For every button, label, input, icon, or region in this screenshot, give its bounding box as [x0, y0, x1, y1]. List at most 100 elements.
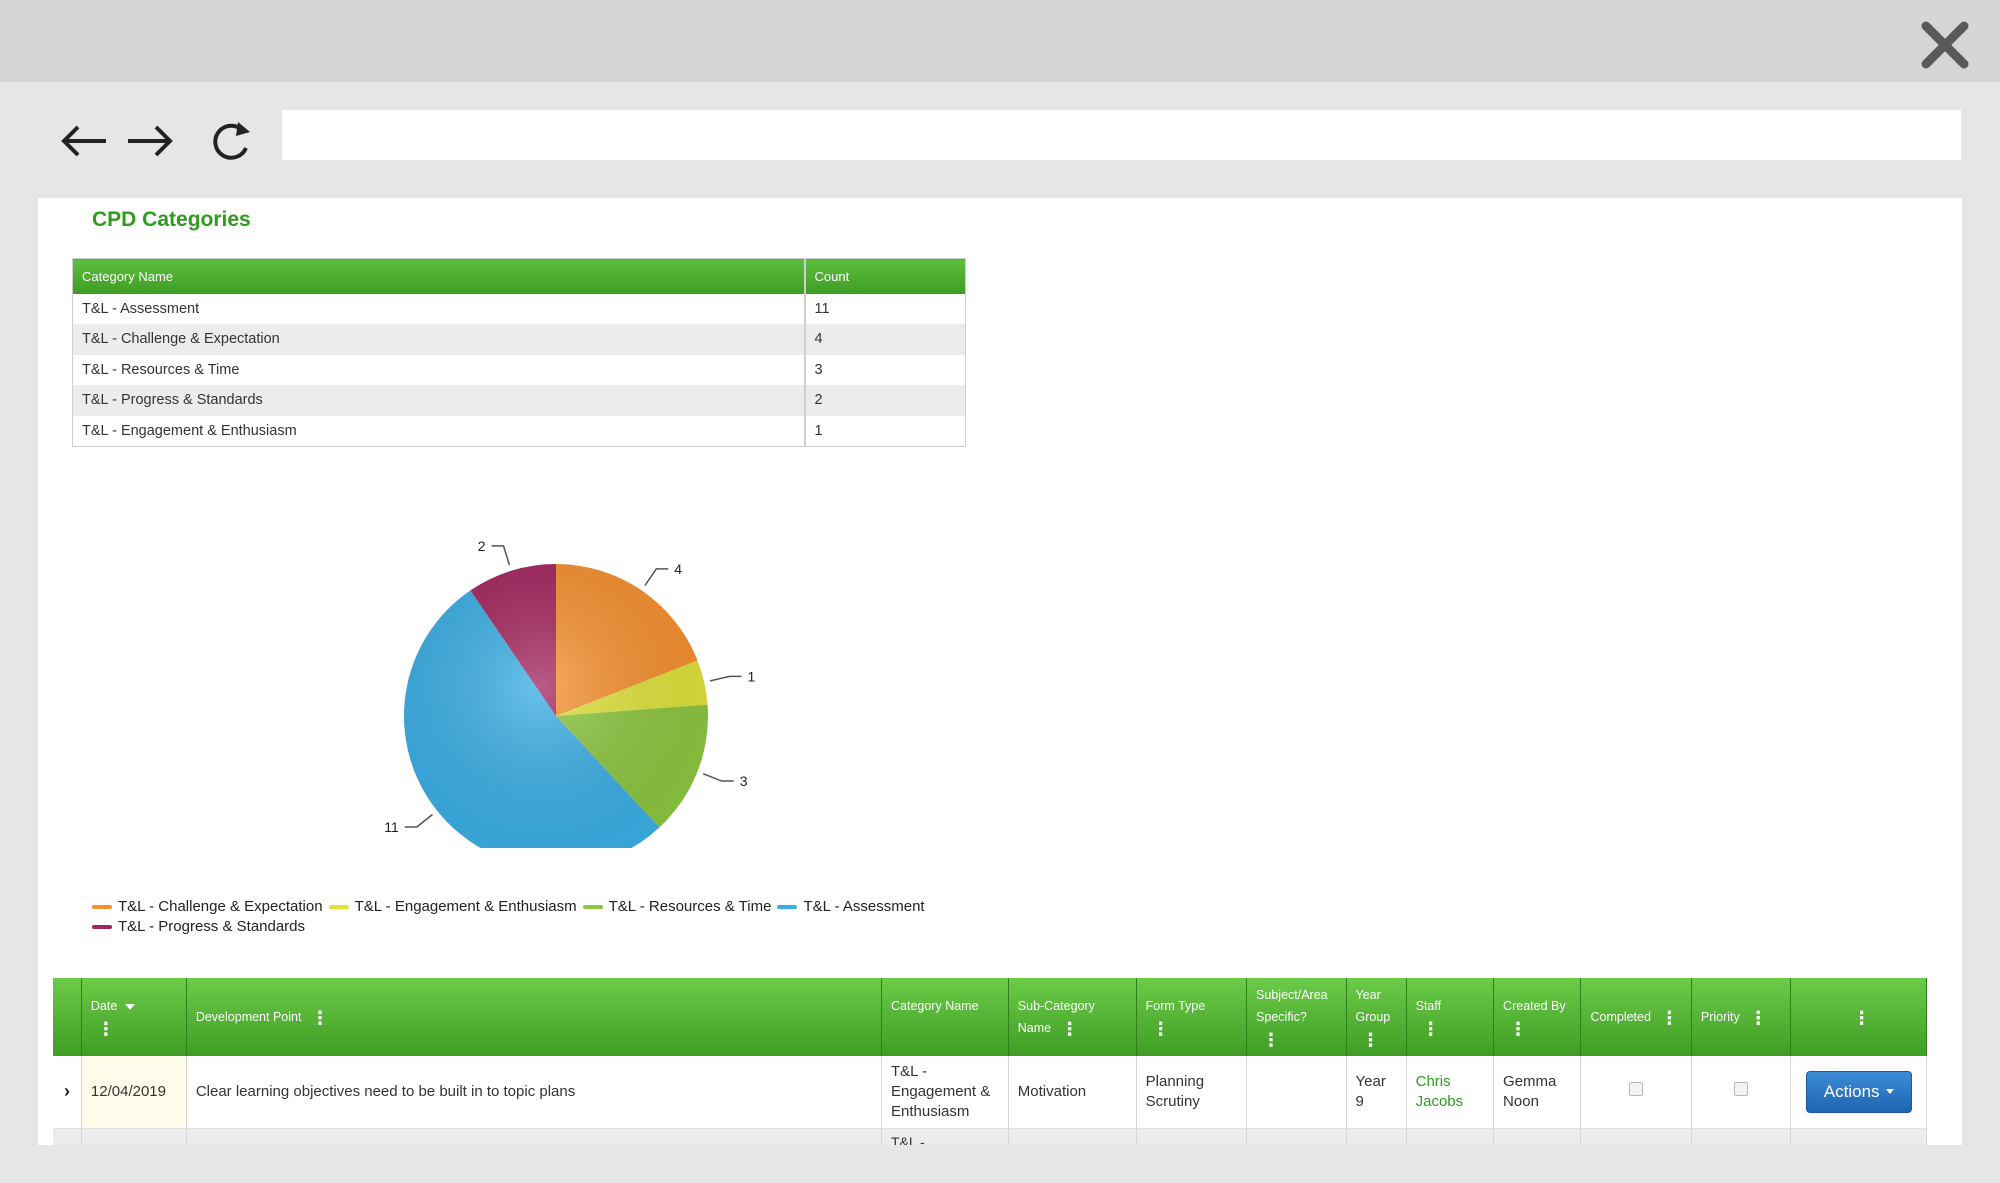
category-name-cell: T&L - — [881, 1128, 1009, 1145]
pie-data-label: 1 — [748, 668, 756, 684]
column-header-label: Form Type — [1145, 999, 1206, 1013]
column-header-label: Development Point — [195, 1010, 302, 1024]
table-row: T&L - Challenge & Expectation 4 — [72, 324, 966, 355]
column-header-development-point[interactable]: Development Point ⋮ — [186, 978, 883, 1056]
legend-label: T&L - Resources & Time — [608, 898, 772, 915]
legend-label: T&L - Engagement & Enthusiasm — [354, 898, 577, 915]
column-header-date[interactable]: Date ⋮ — [81, 978, 187, 1056]
column-menu-icon[interactable]: ⋮ — [1151, 1018, 1170, 1039]
completed-cell — [1580, 1056, 1692, 1129]
legend-swatch — [92, 925, 112, 929]
pie-chart: 4 1 3 11 2 — [384, 538, 756, 848]
count-cell: 2 — [803, 385, 966, 416]
category-name-cell: T&L - Resources & Time — [82, 361, 240, 378]
legend-item[interactable]: T&L - Assessment — [777, 898, 925, 916]
chart-legend: T&L - Challenge & Expectation T&L - Engag… — [92, 896, 1012, 936]
created-by-cell — [1493, 1128, 1582, 1145]
column-menu-icon[interactable]: ⋮ — [1060, 1018, 1079, 1039]
pie-leader-line — [491, 545, 511, 566]
column-header-category-name[interactable]: Category Name — [72, 258, 805, 294]
priority-checkbox[interactable] — [1734, 1081, 1749, 1096]
pie-data-label: 2 — [478, 538, 486, 554]
column-header-label: Category Name — [891, 999, 979, 1013]
year-group-cell: Year 9 — [1346, 1056, 1407, 1129]
column-menu-icon[interactable]: ⋮ — [1749, 1007, 1768, 1028]
column-header-year-group[interactable]: Year Group ⋮ — [1346, 978, 1407, 1056]
arrow-right-icon[interactable] — [124, 118, 176, 164]
sort-desc-icon[interactable] — [125, 1003, 136, 1010]
actions-cell — [1790, 1128, 1927, 1145]
pie-leader-line — [644, 568, 669, 586]
page-title: CPD Categories — [92, 208, 251, 231]
legend-item[interactable]: T&L - Resources & Time — [582, 898, 772, 916]
column-header-priority[interactable]: Priority ⋮ — [1691, 978, 1792, 1056]
url-bar[interactable] — [282, 110, 1961, 160]
legend-label: T&L - Progress & Standards — [118, 918, 306, 935]
column-header-completed[interactable]: Completed ⋮ — [1580, 978, 1692, 1056]
column-menu-icon[interactable]: ⋮ — [1421, 1018, 1440, 1039]
chevron-right-icon[interactable]: › — [63, 1080, 70, 1101]
count-cell: 11 — [803, 293, 966, 324]
table-row: T&L - — [53, 1128, 1927, 1145]
date-cell: 12/04/2019 — [81, 1056, 187, 1129]
row-expander[interactable]: › — [53, 1056, 82, 1129]
count-cell: 4 — [803, 324, 966, 355]
row-expander[interactable] — [53, 1128, 82, 1145]
development-points-grid: Date ⋮ Development Point ⋮ Category Name… — [53, 978, 1927, 1145]
legend-swatch — [777, 905, 798, 909]
column-menu-icon[interactable]: ⋮ — [1509, 1018, 1528, 1039]
page-content: CPD Categories Category Name Count T&L -… — [38, 198, 1962, 1145]
pie-data-label: 4 — [674, 561, 682, 577]
table-row: T&L - Resources & Time 3 — [73, 354, 966, 385]
arrow-left-icon[interactable] — [58, 118, 110, 164]
legend-label: T&L - Challenge & Expectation — [118, 898, 323, 915]
category-name-cell: T&L - Progress & Standards — [72, 385, 805, 416]
actions-button[interactable]: Actions — [1805, 1070, 1912, 1113]
table-row: T&L - Engagement & Enthusiasm 1 — [73, 415, 966, 446]
column-menu-icon[interactable]: ⋮ — [310, 1007, 329, 1028]
form-type-cell: Planning Scrutiny — [1136, 1056, 1248, 1129]
priority-cell — [1691, 1056, 1792, 1129]
column-menu-icon[interactable]: ⋮ — [96, 1018, 115, 1039]
column-header-sub-category-name[interactable]: Sub-Category Name ⋮ — [1008, 978, 1137, 1056]
column-header-actions[interactable]: ⋮ — [1790, 978, 1927, 1056]
reload-icon[interactable] — [206, 118, 258, 164]
development-point-cell: Clear learning objectives need to be bui… — [186, 1056, 883, 1129]
expander-header — [53, 978, 82, 1056]
legend-item[interactable]: T&L - Progress & Standards — [92, 918, 305, 936]
column-header-created-by[interactable]: Created By ⋮ — [1493, 978, 1582, 1056]
count-cell: 1 — [803, 415, 966, 446]
legend-swatch — [582, 905, 603, 909]
column-header-label: Staff — [1415, 999, 1442, 1013]
actions-button-label: Actions — [1823, 1081, 1880, 1101]
column-menu-icon[interactable]: ⋮ — [1660, 1007, 1679, 1028]
column-header-category-name[interactable]: Category Name — [881, 978, 1009, 1056]
column-menu-icon[interactable]: ⋮ — [1361, 1029, 1380, 1050]
close-icon[interactable] — [1918, 18, 1972, 72]
category-name-cell: T&L - Engagement & Enthusiasm — [82, 422, 297, 439]
column-header-label: Priority — [1700, 1010, 1740, 1024]
pie-leader-line — [709, 675, 742, 682]
actions-button[interactable] — [1805, 1144, 1912, 1145]
staff-link[interactable]: Chris Jacobs — [1415, 1072, 1464, 1110]
table-row: › 12/04/2019 Clear learning objectives n… — [53, 1056, 1927, 1129]
window-titlebar — [0, 0, 2000, 82]
legend-item[interactable]: T&L - Engagement & Enthusiasm — [328, 898, 577, 916]
completed-checkbox[interactable] — [1629, 1081, 1644, 1096]
column-menu-icon[interactable]: ⋮ — [1262, 1029, 1281, 1050]
table-row: T&L - Progress & Standards 2 — [72, 385, 966, 416]
year-group-cell — [1346, 1128, 1407, 1145]
legend-item[interactable]: T&L - Challenge & Expectation — [92, 898, 323, 916]
column-header-form-type[interactable]: Form Type ⋮ — [1136, 978, 1248, 1056]
grid-header-row: Date ⋮ Development Point ⋮ Category Name… — [53, 978, 1927, 1056]
column-menu-icon[interactable]: ⋮ — [1852, 1007, 1871, 1028]
column-header-count[interactable]: Count — [803, 258, 966, 294]
sub-category-name-cell — [1008, 1128, 1137, 1145]
priority-cell — [1691, 1128, 1792, 1145]
category-name-cell: T&L - Assessment — [82, 300, 200, 317]
pie-data-label: 11 — [384, 819, 399, 835]
column-header-staff[interactable]: Staff ⋮ — [1406, 978, 1495, 1056]
date-cell — [81, 1128, 187, 1145]
development-point-cell — [186, 1128, 883, 1145]
column-header-subject-area-specific[interactable]: Subject/Area Specific? ⋮ — [1246, 978, 1347, 1056]
